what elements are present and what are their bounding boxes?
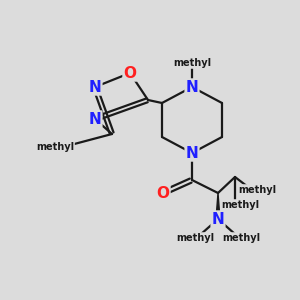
Text: N: N bbox=[88, 80, 101, 94]
Text: methyl: methyl bbox=[221, 200, 259, 210]
Text: N: N bbox=[186, 146, 198, 160]
Text: N: N bbox=[88, 112, 101, 127]
Text: methyl: methyl bbox=[238, 185, 276, 195]
Text: N: N bbox=[212, 212, 224, 226]
Text: methyl: methyl bbox=[222, 233, 260, 243]
Text: O: O bbox=[124, 65, 136, 80]
Text: methyl: methyl bbox=[176, 233, 214, 243]
Text: methyl: methyl bbox=[36, 142, 74, 152]
Text: methyl: methyl bbox=[173, 58, 211, 68]
Text: O: O bbox=[157, 185, 169, 200]
Text: N: N bbox=[186, 80, 198, 94]
Polygon shape bbox=[216, 193, 220, 219]
